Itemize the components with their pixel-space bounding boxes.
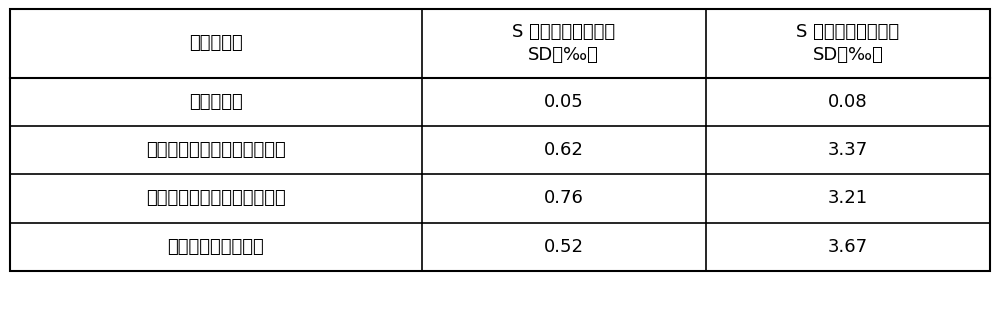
Text: 0.08: 0.08 [828,93,868,111]
Bar [10,9,990,271]
Text: 0.52: 0.52 [544,238,584,256]
Text: 离子源灯丝和四级杆电压过高: 离子源灯丝和四级杆电压过高 [146,141,286,159]
Text: 0.62: 0.62 [544,141,584,159]
Text: 常规二氧化硫分析法: 常规二氧化硫分析法 [167,238,264,256]
Text: 本发明方法: 本发明方法 [189,93,243,111]
Text: 0.76: 0.76 [544,189,584,207]
Text: 离子源灯丝和四级杆电压过低: 离子源灯丝和四级杆电压过低 [146,189,286,207]
Text: 3.37: 3.37 [828,141,868,159]
Text: 3.67: 3.67 [828,238,868,256]
Text: 3.21: 3.21 [828,189,868,207]
Text: S 同位素分析稳定性
SD（‰）: S 同位素分析稳定性 SD（‰） [796,23,899,64]
Text: 景观河道水: 景观河道水 [189,34,243,52]
Text: 0.05: 0.05 [544,93,584,111]
Text: S 同位素分析准确性
SD（‰）: S 同位素分析准确性 SD（‰） [512,23,615,64]
